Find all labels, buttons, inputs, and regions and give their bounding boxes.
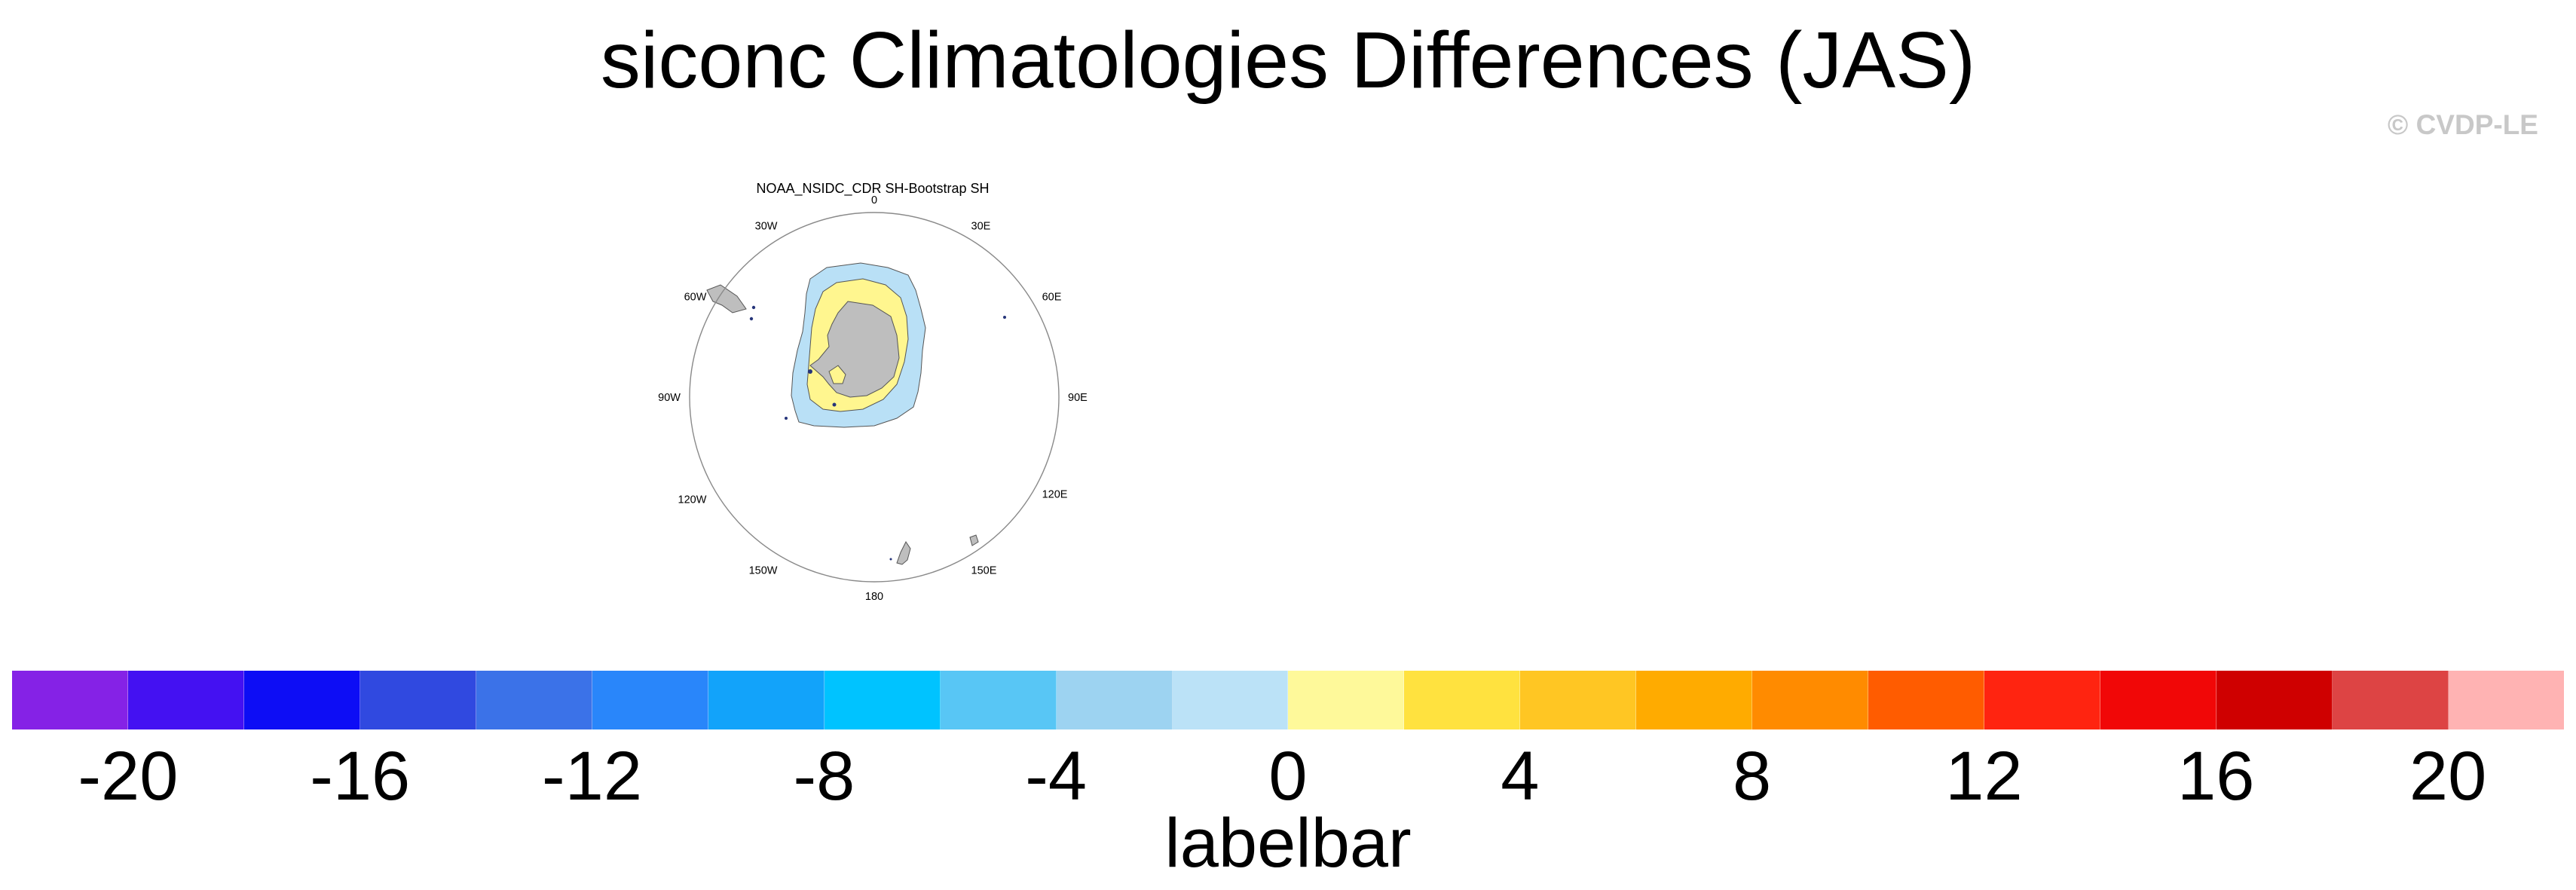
labelbar-swatch: [1056, 671, 1173, 729]
island-marker: [808, 369, 812, 374]
labelbar-swatch: [592, 671, 708, 729]
labelbar-swatch: [243, 671, 360, 729]
longitude-label: 120W: [678, 494, 707, 506]
labelbar-swatch: [359, 671, 476, 729]
longitude-labels: 0 30E 60E 90E 120E 150E 180 150W 120W 90W 60W 30W: [658, 194, 1088, 603]
island-marker: [785, 417, 788, 420]
longitude-label: 30E: [971, 220, 991, 232]
labelbar-swatch: [708, 671, 825, 729]
ross-sea-notch: [828, 365, 846, 384]
labelbar-swatch: [1984, 671, 2101, 729]
south-america-land: [706, 284, 747, 313]
labelbar-swatch: [2449, 671, 2564, 729]
longitude-label: 30W: [755, 220, 778, 232]
labelbar-tick-label: -16: [310, 738, 411, 815]
map-disk: [689, 212, 1060, 583]
island-marker: [1003, 316, 1006, 319]
labelbar-tick-label: 8: [1733, 738, 1772, 815]
polar-map-panel: NOAA_NSIDC_CDR SH-Bootstrap SH 0 30E 60E 90…: [658, 181, 1088, 603]
labelbar-tick-label: -12: [542, 738, 643, 815]
labelbar-swatch: [12, 671, 128, 729]
labelbar-tick-label: -4: [1025, 738, 1088, 815]
tasmania-land: [969, 534, 979, 546]
longitude-label: 90W: [658, 392, 681, 404]
labelbar-swatch: [1288, 671, 1405, 729]
labelbar-swatch: [1752, 671, 1869, 729]
labelbar-swatch: [476, 671, 592, 729]
labelbar-tick-label: -20: [78, 738, 179, 815]
labelbar-swatch: [824, 671, 941, 729]
credit-label: © CVDP-LE: [2388, 109, 2538, 140]
labelbar-tick-label: 20: [2409, 738, 2487, 815]
longitude-label: 60W: [684, 292, 707, 304]
labelbar-tick-label: 12: [1945, 738, 2023, 815]
island-marker: [751, 305, 756, 310]
labelbar-tick-label: 0: [1268, 738, 1308, 815]
labelbar-title: labelbar: [1164, 805, 1412, 882]
labelbar-tick-label: -8: [793, 738, 855, 815]
panel-title: NOAA_NSIDC_CDR SH-Bootstrap SH: [756, 181, 989, 197]
labelbar-tick-label: 4: [1501, 738, 1540, 815]
longitude-label: 150W: [749, 565, 778, 577]
longitude-label: 0: [871, 194, 877, 206]
island-marker: [749, 317, 754, 321]
labelbar-swatch: [2217, 671, 2333, 729]
longitude-label: 180: [865, 591, 883, 603]
labelbar-swatch: [1636, 671, 1753, 729]
labelbar-swatch: [127, 671, 244, 729]
labelbar-swatch: [1520, 671, 1637, 729]
labelbar-swatch: [2333, 671, 2449, 729]
island-marker: [832, 402, 837, 407]
longitude-label: 120E: [1042, 489, 1068, 501]
longitude-label: 60E: [1042, 292, 1062, 304]
new-zealand-land: [896, 541, 911, 565]
labelbar-tick-label: 16: [2177, 738, 2255, 815]
island-marker: [889, 558, 892, 561]
labelbar-ticks: -20 -16 -12 -8 -4 0 4 8 12 16 20: [12, 735, 2564, 818]
labelbar-swatch: [1404, 671, 1521, 729]
labelbar-swatch: [1172, 671, 1289, 729]
map-boundary-circle: [689, 212, 1060, 583]
longitude-label: 150E: [971, 565, 997, 577]
labelbar-colorbar: [12, 671, 2564, 729]
labelbar-swatch: [940, 671, 1057, 729]
figure-title: siconc Climatologies Differences (JAS): [600, 16, 1976, 105]
labelbar-swatch: [2100, 671, 2217, 729]
labelbar-swatch: [1868, 671, 1985, 729]
longitude-label: 90E: [1068, 392, 1088, 404]
